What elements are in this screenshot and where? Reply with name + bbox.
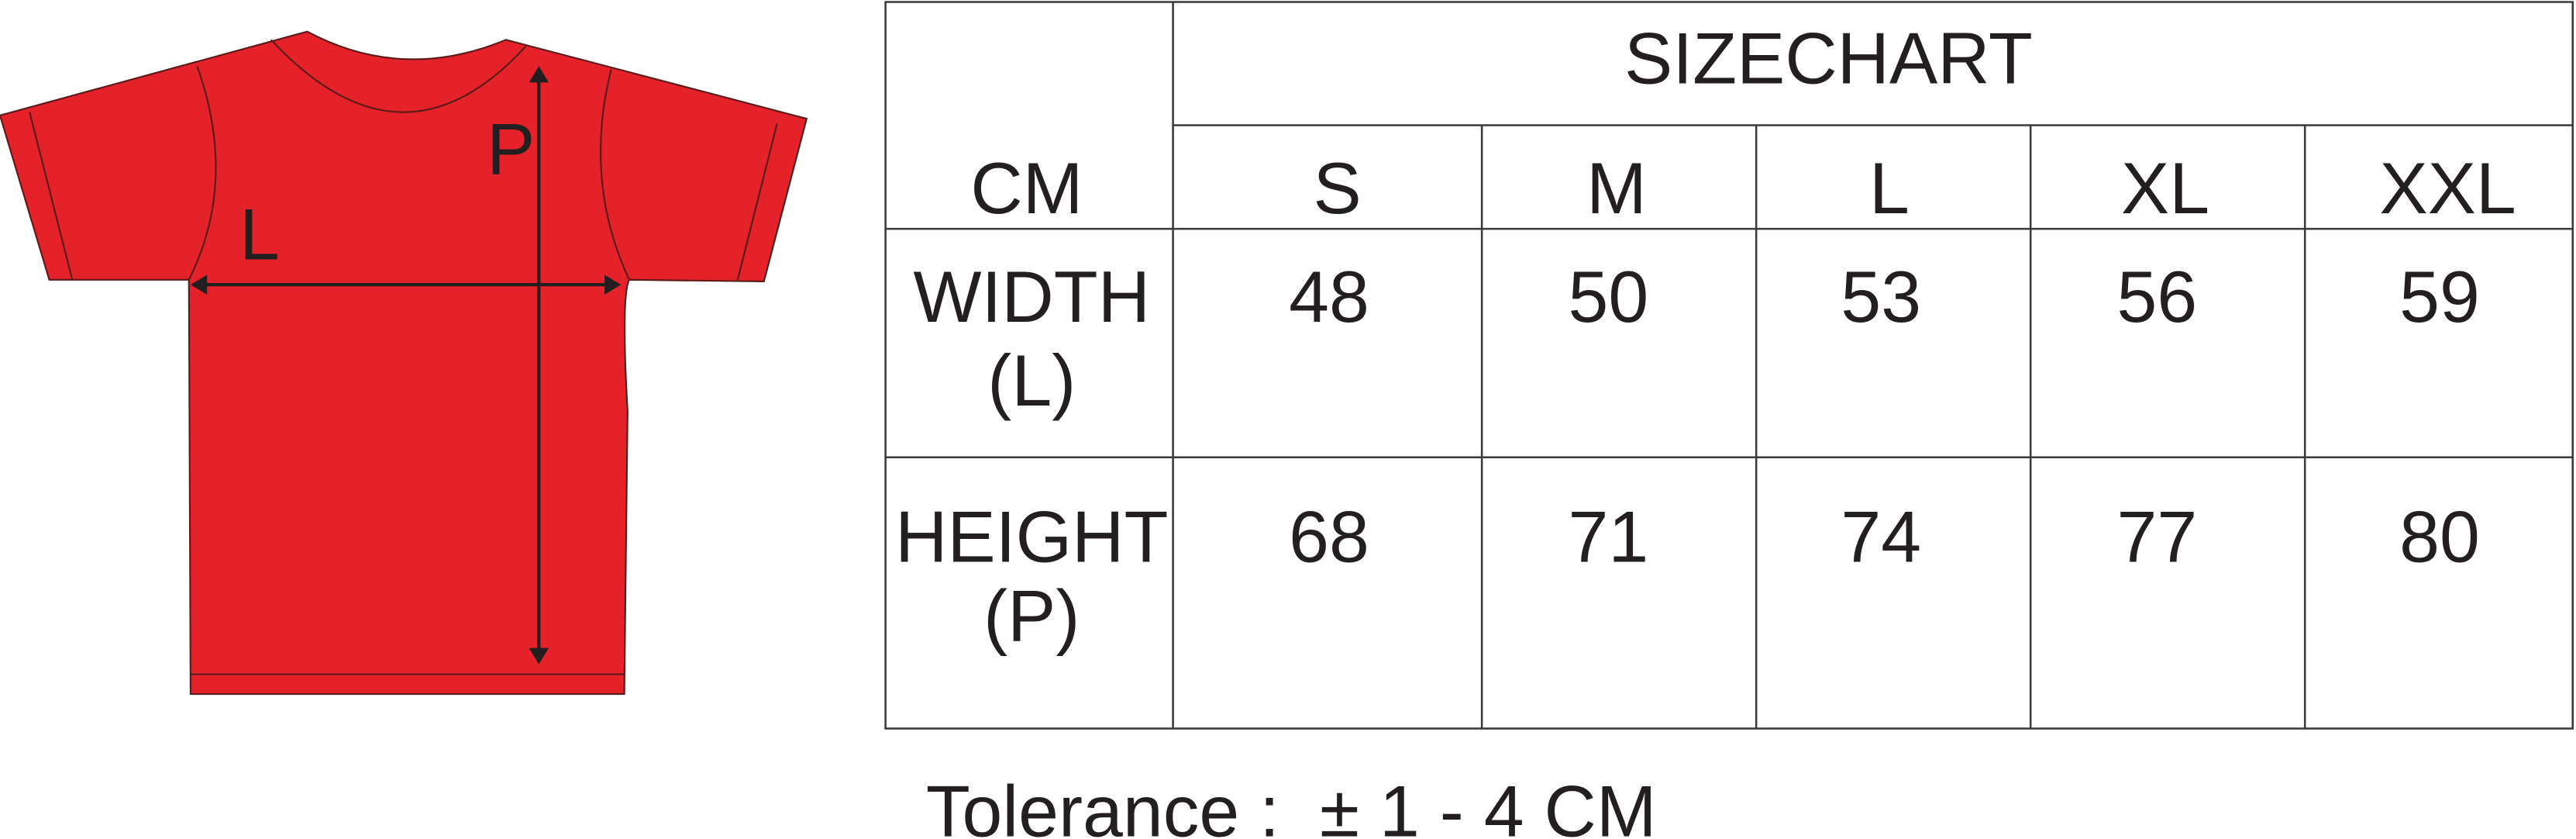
- cell-value: 80: [2399, 497, 2480, 578]
- cell-value: 71: [1569, 497, 1649, 578]
- cell-value: 53: [1841, 257, 1921, 337]
- row-label: (L): [987, 340, 1076, 421]
- size-header: XL: [2121, 148, 2209, 229]
- cell-value: 68: [1289, 497, 1369, 578]
- size-header: M: [1586, 148, 1647, 229]
- cell-value: 74: [1841, 497, 1921, 578]
- row-label: HEIGHT: [895, 497, 1168, 578]
- table-grid: [884, 1, 2574, 730]
- cell-value: 50: [1569, 257, 1649, 337]
- cell-value: 56: [2117, 257, 2198, 337]
- tshirt: P L: [0, 30, 808, 696]
- cell-value: 77: [2117, 497, 2198, 578]
- table-title: SIZECHART: [1624, 19, 2033, 99]
- cell-value: 48: [1289, 257, 1369, 337]
- size-header: S: [1313, 148, 1361, 229]
- height-label: P: [487, 109, 535, 189]
- cell-value: 59: [2399, 257, 2480, 337]
- size-header: L: [1869, 148, 1910, 229]
- row-label: (P): [983, 575, 1080, 656]
- width-label: L: [239, 195, 280, 275]
- tolerance-note: Tolerance : ± 1 - 4 CM: [926, 772, 1657, 839]
- size-header: XXL: [2379, 148, 2516, 229]
- unit-header: CM: [970, 148, 1083, 229]
- row-label: WIDTH: [913, 257, 1150, 337]
